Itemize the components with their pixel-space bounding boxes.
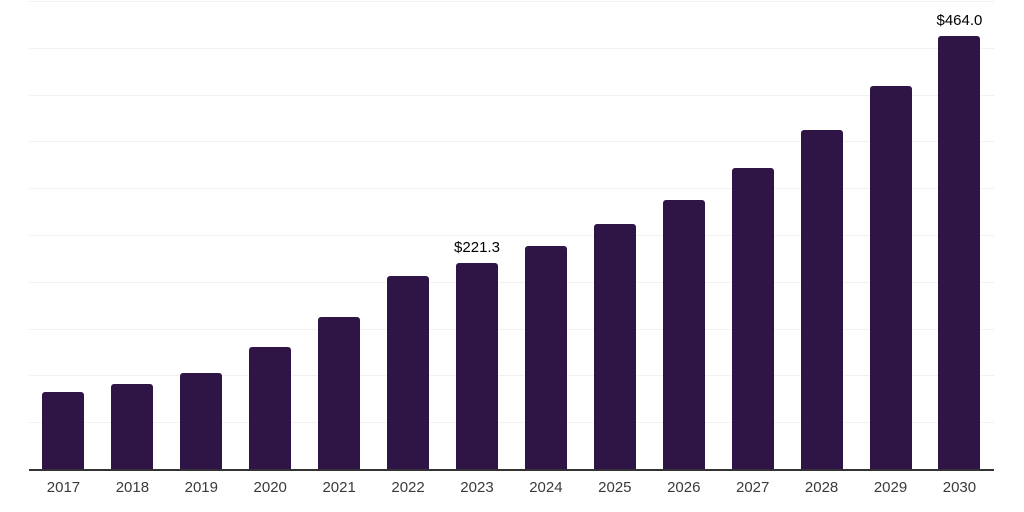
bar-2017 bbox=[42, 391, 85, 470]
bar-column-2028 bbox=[787, 0, 856, 470]
bar-2023 bbox=[455, 262, 498, 470]
bar-column-2021 bbox=[305, 0, 374, 470]
x-tick-label-2019: 2019 bbox=[184, 479, 218, 496]
bar-2022 bbox=[387, 275, 430, 470]
bar-2028 bbox=[800, 130, 843, 470]
bar-column-2029 bbox=[856, 0, 925, 470]
bar-2024 bbox=[524, 245, 567, 470]
bar-column-2024 bbox=[511, 0, 580, 470]
gridline bbox=[29, 375, 994, 377]
bar-2030 bbox=[938, 35, 981, 470]
bar-column-2030: $464.0 bbox=[925, 0, 994, 470]
bar-2019 bbox=[180, 372, 223, 470]
x-tick-label-2021: 2021 bbox=[322, 479, 356, 496]
x-tick-label-2028: 2028 bbox=[804, 479, 839, 496]
bar-2026 bbox=[662, 199, 705, 470]
bar-columns: $221.3 $464.0 bbox=[29, 0, 994, 470]
bar-2021 bbox=[318, 317, 361, 470]
gridlines bbox=[29, 0, 994, 470]
x-tick-label-2017: 2017 bbox=[46, 479, 81, 496]
x-tick-label-2022: 2022 bbox=[391, 479, 425, 496]
x-tick-label-2018: 2018 bbox=[115, 479, 150, 496]
x-tick-label-2025: 2025 bbox=[598, 479, 632, 496]
plot-area: $221.3 $464.0 bbox=[29, 0, 994, 471]
bar-column-2023: $221.3 bbox=[443, 0, 512, 470]
x-axis-line bbox=[29, 469, 994, 471]
gridline bbox=[29, 188, 994, 190]
x-tick-label-2030: 2030 bbox=[942, 479, 977, 496]
bar-value-label-2030: $464.0 bbox=[936, 11, 983, 29]
gridline bbox=[29, 281, 994, 283]
x-tick-label-2029: 2029 bbox=[873, 479, 908, 496]
bar-2027 bbox=[731, 168, 774, 470]
gridline bbox=[29, 422, 994, 424]
x-tick-label-2020: 2020 bbox=[253, 479, 287, 496]
bar-column-2026 bbox=[649, 0, 718, 470]
bar-2025 bbox=[593, 224, 636, 470]
x-tick-label-2026: 2026 bbox=[667, 479, 701, 496]
x-tick-label-2027: 2027 bbox=[735, 479, 770, 496]
bar-column-2017 bbox=[29, 0, 98, 470]
gridline bbox=[29, 94, 994, 96]
gridline bbox=[29, 328, 994, 330]
bar-column-2022 bbox=[374, 0, 443, 470]
bar-column-2020 bbox=[236, 0, 305, 470]
gridline bbox=[29, 1, 994, 2]
bar-column-2018 bbox=[98, 0, 167, 470]
bar-column-2027 bbox=[718, 0, 787, 470]
x-axis-tick-labels: 2017 2018 2019 2020 2021 2022 2023 2024 2025 2026… bbox=[29, 479, 994, 497]
gridline bbox=[29, 47, 994, 49]
bar-2020 bbox=[249, 347, 292, 470]
x-tick-label-2023: 2023 bbox=[460, 479, 494, 496]
bar-2018 bbox=[111, 383, 154, 470]
bar-column-2019 bbox=[167, 0, 236, 470]
x-tick-label-2024: 2024 bbox=[529, 479, 563, 496]
gridline bbox=[29, 235, 994, 236]
bar-value-label-2023: $221.3 bbox=[454, 238, 500, 256]
bar-column-2025 bbox=[580, 0, 649, 470]
gridline bbox=[29, 141, 994, 143]
bar-2029 bbox=[869, 85, 912, 470]
